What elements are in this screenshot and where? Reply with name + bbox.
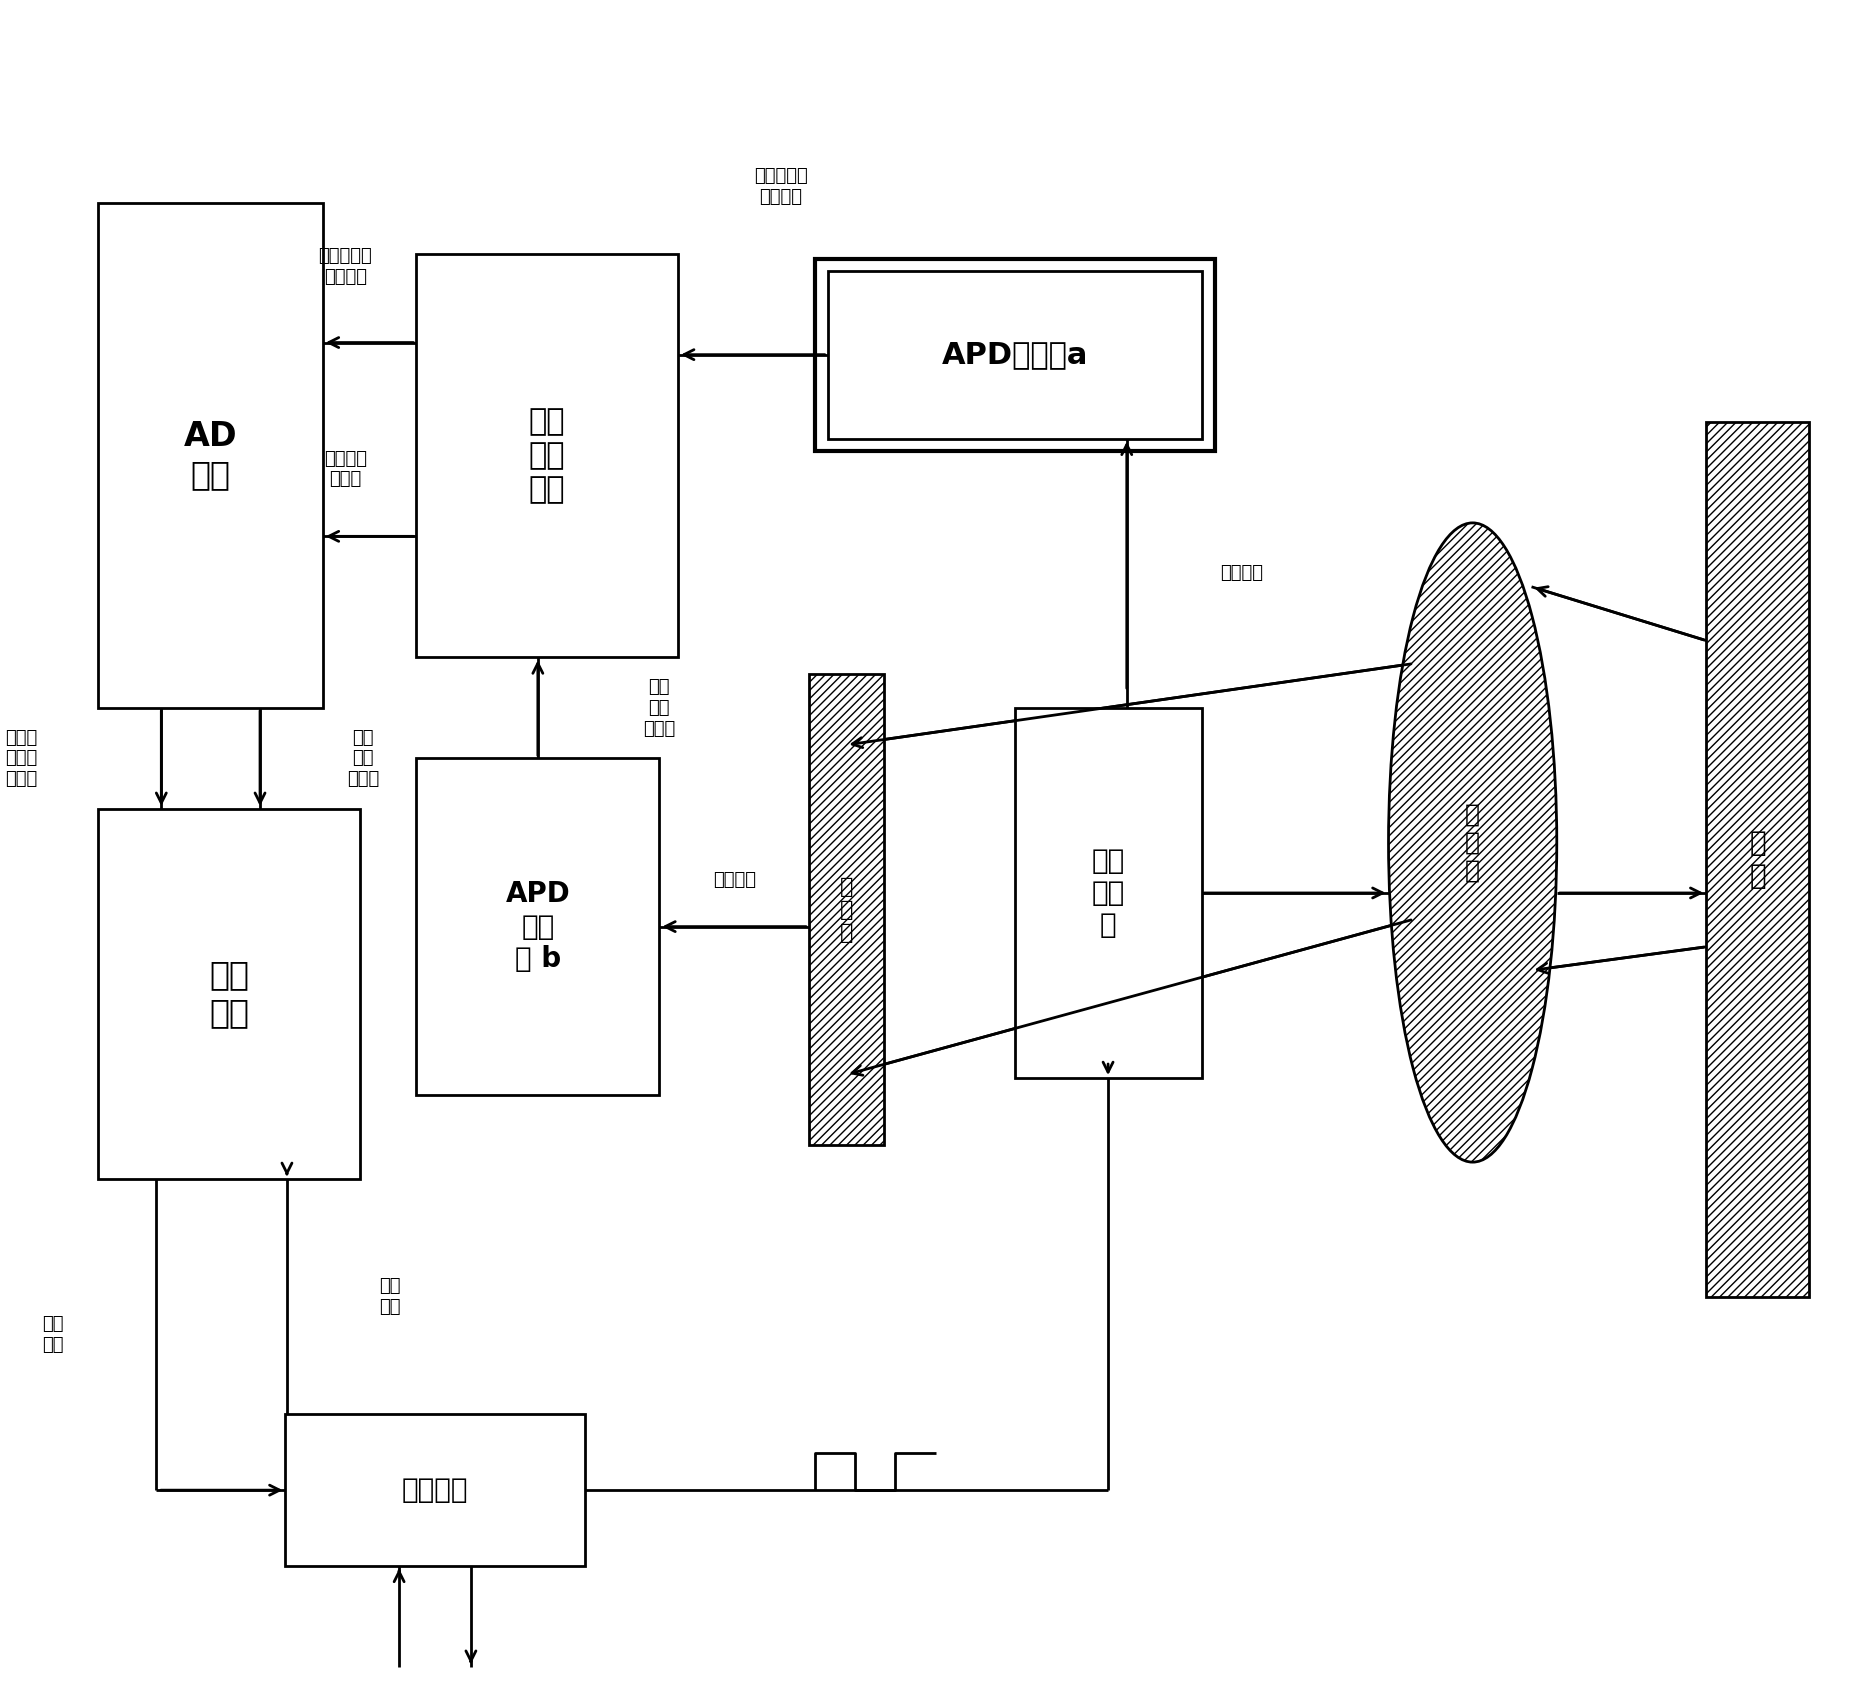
Text: 控制
信号: 控制 信号: [43, 1316, 64, 1355]
Bar: [1707, 421, 1808, 1297]
Text: 回波
模拟
量信号: 回波 模拟 量信号: [643, 677, 675, 738]
Text: AD
转换: AD 转换: [184, 420, 238, 492]
Bar: [416, 758, 658, 1095]
Ellipse shape: [1388, 522, 1557, 1163]
Bar: [416, 254, 677, 657]
Text: 回波
数字
量信号: 回波 数字 量信号: [347, 728, 379, 789]
Text: 检测
结果: 检测 结果: [379, 1277, 400, 1316]
Bar: [99, 204, 323, 708]
Bar: [285, 1414, 585, 1565]
Text: 激光
发射
器: 激光 发射 器: [1092, 846, 1126, 939]
Bar: [1015, 708, 1201, 1078]
Text: 回波信号: 回波信号: [713, 871, 756, 888]
Text: 发射激
光数字
量信息: 发射激 光数字 量信息: [6, 728, 38, 789]
Bar: [827, 271, 1201, 438]
Text: 控制电路: 控制电路: [401, 1476, 469, 1505]
Text: 目
标: 目 标: [1750, 829, 1765, 890]
Text: 回波模拟
量信息: 回波模拟 量信息: [325, 450, 368, 489]
Text: 分析
模块: 分析 模块: [210, 959, 250, 1030]
Text: 发射激光: 发射激光: [1219, 564, 1263, 583]
Bar: [814, 259, 1214, 450]
Text: 凸
透
镜: 凸 透 镜: [1465, 802, 1480, 883]
Text: 发射激光模
拟量信息: 发射激光模 拟量信息: [319, 248, 371, 286]
Bar: [99, 809, 360, 1180]
Text: APD探测器a: APD探测器a: [942, 340, 1088, 369]
Bar: [809, 674, 884, 1146]
Text: 滤
光
片: 滤 光 片: [840, 876, 854, 944]
Text: 模拟
放大
电路: 模拟 放大 电路: [529, 408, 565, 504]
Text: 发射激光模
拟量信息: 发射激光模 拟量信息: [754, 167, 809, 206]
Text: APD
探测
器 b: APD 探测 器 b: [505, 880, 570, 972]
